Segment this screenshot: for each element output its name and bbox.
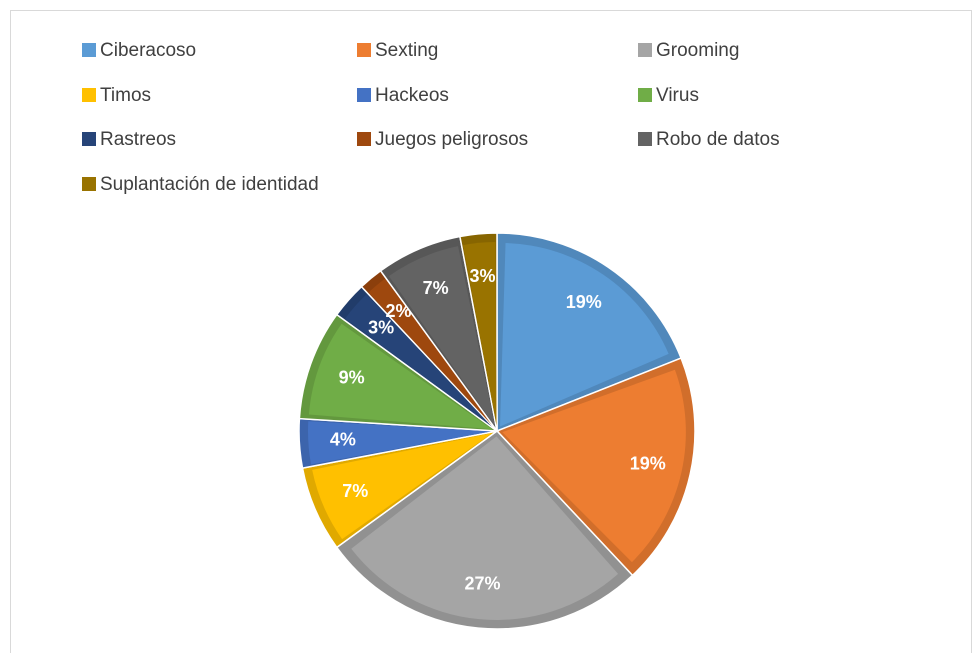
legend-swatch	[357, 43, 371, 57]
slice-label: 7%	[423, 278, 449, 298]
legend-swatch	[82, 43, 96, 57]
slice-label: 19%	[630, 453, 666, 473]
legend-swatch	[638, 88, 652, 102]
legend-swatch	[638, 43, 652, 57]
slice-face	[308, 323, 492, 430]
legend-label: Grooming	[656, 40, 739, 61]
slice-face	[502, 369, 686, 563]
slice-label: 9%	[339, 367, 365, 387]
slice-face	[388, 246, 495, 427]
legend-label: Virus	[656, 85, 699, 106]
legend-label: Sexting	[375, 40, 438, 61]
slice	[459, 232, 498, 432]
slice-face	[500, 243, 669, 427]
slice-label: 27%	[464, 574, 500, 594]
legend-swatch	[82, 88, 96, 102]
legend-label: Juegos peligrosos	[375, 129, 528, 150]
slice-label: 3%	[368, 318, 394, 338]
slice-label: 19%	[566, 292, 602, 312]
slice-face	[308, 421, 492, 465]
slice-face	[345, 294, 493, 428]
slice	[495, 357, 696, 577]
legend-swatch	[82, 132, 96, 146]
slice	[298, 313, 500, 432]
slice-label: 2%	[386, 301, 412, 321]
legend-label: Ciberacoso	[100, 40, 196, 61]
slice-face	[351, 436, 619, 620]
legend-label: Timos	[100, 85, 151, 106]
legend-label: Suplantación de identidad	[100, 174, 319, 195]
slice-face	[312, 433, 493, 540]
legend-swatch	[638, 132, 652, 146]
slice-label: 7%	[342, 481, 368, 501]
legend-label: Hackeos	[375, 85, 449, 106]
slice-label: 3%	[469, 266, 495, 286]
slice-face	[463, 242, 497, 426]
legend-label: Rastreos	[100, 129, 176, 150]
slice	[298, 417, 498, 469]
slice-label: 4%	[330, 429, 356, 449]
slice-face	[368, 278, 494, 427]
legend-swatch	[82, 177, 96, 191]
slice	[496, 232, 683, 433]
legend-label: Robo de datos	[656, 129, 780, 150]
slice	[335, 430, 634, 630]
legend-swatch	[357, 88, 371, 102]
legend-swatch	[357, 132, 371, 146]
